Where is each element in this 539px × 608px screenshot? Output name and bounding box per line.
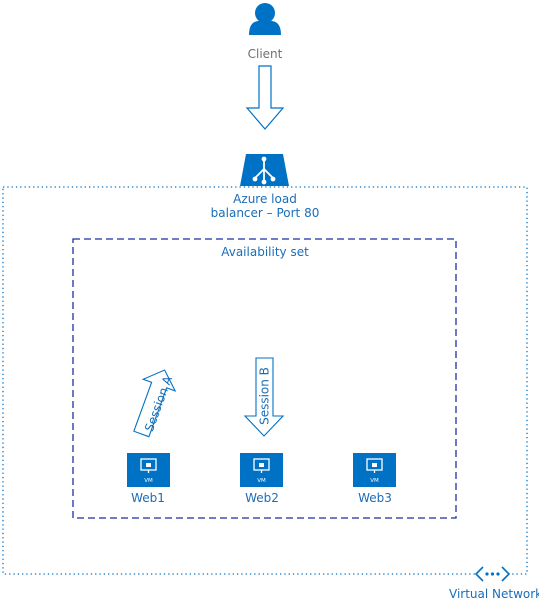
vm-label-web3: Web3 [358,491,392,505]
availability-set-boundary [72,238,457,519]
session-b-label: Session B [258,367,272,425]
client-label: Client [247,47,283,61]
vm-label-web1: Web1 [131,491,165,505]
virtual-network-icon [474,565,511,583]
session-b-arrow [243,357,285,437]
load-balancer-label-line1: Azure load [233,192,297,206]
vm-badge: VM [370,478,379,484]
client-to-lb-arrow [245,65,285,130]
virtual-network-label: Virtual Network [449,587,539,601]
vm-label-web2: Web2 [245,491,279,505]
user-icon [249,3,281,35]
availability-set-label: Availability set [221,245,309,259]
vm-badge: VM [257,478,266,484]
vm-icon [240,453,283,487]
vm-icon [353,453,396,487]
load-balancer-icon [240,154,289,186]
session-a-arrow [133,369,177,438]
vm-icon [127,453,170,487]
load-balancer-label-line2: balancer – Port 80 [210,206,320,220]
vm-badge: VM [144,478,153,484]
